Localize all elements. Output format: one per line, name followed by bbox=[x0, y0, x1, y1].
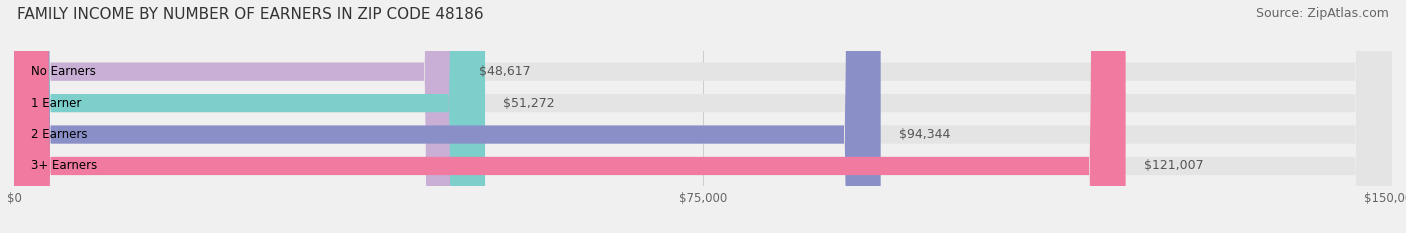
Text: $51,272: $51,272 bbox=[503, 97, 555, 110]
FancyBboxPatch shape bbox=[14, 0, 1126, 233]
Text: $94,344: $94,344 bbox=[898, 128, 950, 141]
FancyBboxPatch shape bbox=[14, 0, 461, 233]
FancyBboxPatch shape bbox=[14, 0, 1392, 233]
Text: FAMILY INCOME BY NUMBER OF EARNERS IN ZIP CODE 48186: FAMILY INCOME BY NUMBER OF EARNERS IN ZI… bbox=[17, 7, 484, 22]
Text: 1 Earner: 1 Earner bbox=[31, 97, 82, 110]
FancyBboxPatch shape bbox=[14, 0, 1392, 233]
Text: 2 Earners: 2 Earners bbox=[31, 128, 87, 141]
Text: No Earners: No Earners bbox=[31, 65, 96, 78]
FancyBboxPatch shape bbox=[14, 0, 880, 233]
Text: Source: ZipAtlas.com: Source: ZipAtlas.com bbox=[1256, 7, 1389, 20]
FancyBboxPatch shape bbox=[14, 0, 485, 233]
Text: $48,617: $48,617 bbox=[479, 65, 530, 78]
Text: $121,007: $121,007 bbox=[1144, 159, 1204, 172]
Text: 3+ Earners: 3+ Earners bbox=[31, 159, 97, 172]
FancyBboxPatch shape bbox=[14, 0, 1392, 233]
FancyBboxPatch shape bbox=[14, 0, 1392, 233]
